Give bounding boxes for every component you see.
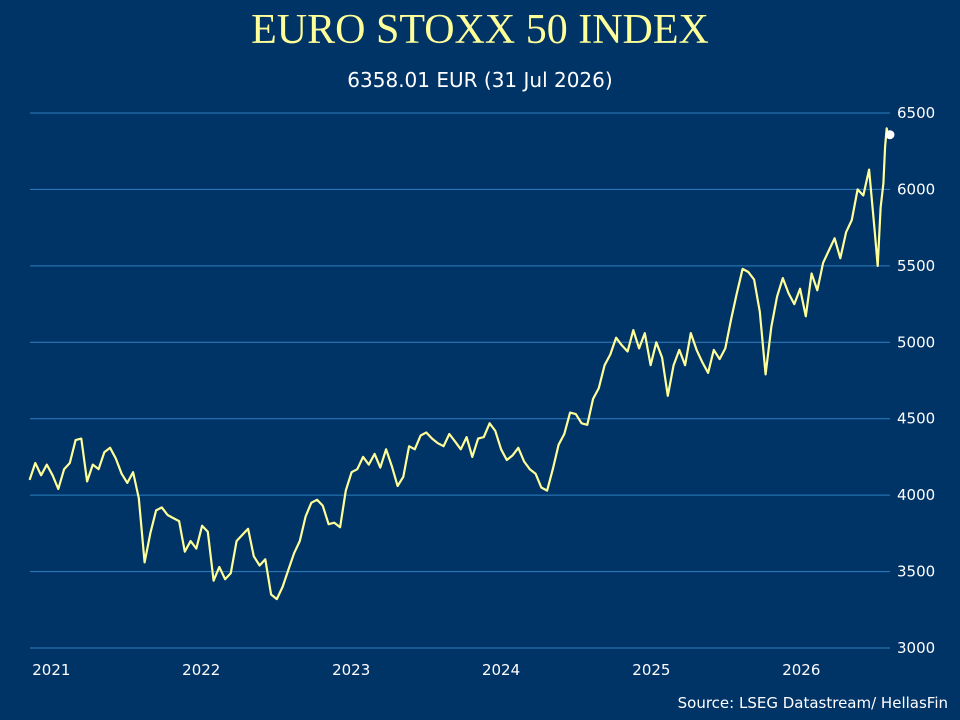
x-tick-label: 2024 bbox=[482, 661, 520, 679]
series-group bbox=[28, 127, 895, 601]
x-tick-label: 2023 bbox=[332, 661, 370, 679]
y-axis-ticks: 3000 3500 4000 4500 5000 5500 6000 6500 bbox=[897, 104, 935, 657]
x-tick-label: 2022 bbox=[182, 661, 220, 679]
y-tick-label: 3000 bbox=[897, 639, 935, 657]
y-tick-label: 4000 bbox=[897, 486, 935, 504]
index-line bbox=[28, 127, 889, 601]
y-tick-label: 4500 bbox=[897, 410, 935, 428]
chart-subtitle: 6358.01 EUR (31 Jul 2026) bbox=[347, 68, 613, 92]
gridlines bbox=[30, 112, 890, 649]
source-note: Source: LSEG Datastream/ HellasFin bbox=[677, 694, 948, 712]
last-value-marker bbox=[885, 130, 895, 140]
y-tick-label: 3500 bbox=[897, 563, 935, 581]
y-tick-label: 5500 bbox=[897, 257, 935, 275]
x-tick-label: 2021 bbox=[32, 661, 70, 679]
x-tick-label: 2025 bbox=[632, 661, 670, 679]
chart-title: EURO STOXX 50 INDEX bbox=[251, 7, 709, 53]
x-tick-label: 2026 bbox=[782, 661, 820, 679]
y-tick-label: 6000 bbox=[897, 180, 935, 198]
y-tick-label: 5000 bbox=[897, 333, 935, 351]
y-tick-label: 6500 bbox=[897, 104, 935, 122]
x-axis-ticks: 2021 2022 2023 2024 2025 2026 bbox=[32, 661, 820, 679]
